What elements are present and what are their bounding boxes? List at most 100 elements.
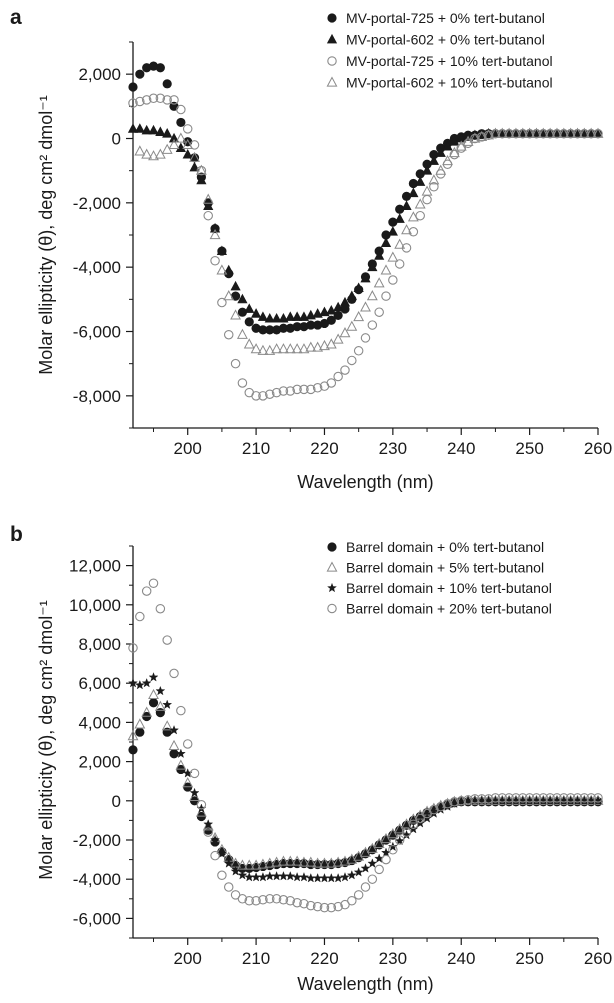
data-point [141, 678, 152, 688]
data-point [517, 127, 529, 138]
data-point [155, 63, 165, 73]
data-point [401, 200, 412, 210]
data-point [244, 317, 254, 327]
data-point [182, 124, 193, 134]
data-point [148, 698, 159, 708]
data-point [189, 161, 200, 172]
x-tick-label: 260 [584, 439, 612, 458]
data-point [148, 124, 159, 135]
data-point [325, 338, 337, 349]
data-point [202, 193, 214, 204]
data-point [148, 93, 159, 104]
data-point [161, 720, 173, 731]
data-point [182, 148, 193, 159]
data-point [340, 365, 350, 375]
data-point [223, 858, 234, 868]
data-point [292, 897, 302, 908]
data-point [128, 98, 138, 108]
x-tick-label: 220 [310, 949, 338, 968]
data-point [168, 132, 180, 143]
data-point [374, 250, 385, 260]
data-point [537, 127, 549, 138]
data-point [312, 873, 323, 883]
data-point [161, 143, 173, 154]
data-point [401, 827, 412, 837]
data-point [366, 290, 378, 301]
x-tick-label: 260 [584, 949, 612, 968]
data-point [483, 129, 495, 140]
data-point [299, 898, 309, 909]
data-point [285, 386, 296, 396]
data-point [216, 264, 228, 275]
data-point [291, 855, 303, 866]
data-point [264, 312, 275, 323]
legend-label: MV-portal-725 + 0% tert-butanol [346, 10, 545, 26]
data-point [442, 798, 453, 809]
data-point [367, 858, 378, 868]
data-point [373, 277, 385, 288]
data-point [407, 211, 419, 222]
data-point [251, 896, 261, 906]
data-point [572, 127, 583, 138]
data-point [366, 842, 378, 853]
data-point [162, 635, 172, 645]
data-point [251, 391, 261, 401]
data-point [572, 793, 583, 803]
data-point [449, 136, 460, 146]
data-point [346, 290, 357, 301]
data-point [264, 344, 276, 355]
data-point [169, 749, 179, 759]
data-point [387, 841, 398, 852]
data-point [504, 793, 514, 803]
data-point [346, 853, 358, 864]
data-point [257, 858, 269, 869]
panel-label: a [10, 6, 22, 29]
data-point [243, 859, 255, 870]
data-point [394, 823, 406, 834]
data-point [168, 739, 180, 751]
series-2 [127, 123, 604, 323]
data-point [449, 797, 460, 807]
data-point [312, 341, 324, 352]
y-tick-label: 0 [112, 792, 121, 811]
data-point [469, 132, 481, 143]
data-point [250, 308, 262, 318]
data-point [209, 228, 221, 240]
data-point [415, 176, 426, 186]
data-point [394, 238, 406, 249]
data-point [141, 95, 152, 105]
data-point [278, 343, 289, 354]
data-point [230, 309, 242, 320]
data-point [162, 79, 172, 89]
data-point [325, 857, 337, 868]
data-point [258, 895, 268, 905]
data-point [326, 378, 337, 388]
data-point [217, 870, 227, 881]
chart-panel-a: a 2,000 0 -2,000 -4,000 -6,000 -8,000 200 210 220… [10, 6, 612, 492]
legend-label: MV-portal-725 + 10% tert-butanol [346, 53, 553, 69]
data-point [586, 793, 596, 803]
legend-marker [327, 582, 337, 593]
data-point [319, 339, 330, 351]
data-point [128, 745, 138, 755]
x-tick-label: 240 [447, 439, 475, 458]
data-point [148, 578, 159, 588]
x-tick-label: 250 [515, 949, 543, 968]
data-point [306, 900, 316, 911]
legend-label: MV-portal-602 + 0% tert-butanol [346, 32, 545, 48]
data-point [531, 127, 542, 138]
data-point [312, 308, 323, 318]
y-tick-label: -4,000 [73, 870, 121, 889]
data-point [408, 819, 419, 830]
x-tick-label: 200 [174, 439, 202, 458]
x-tick-label: 220 [310, 439, 338, 458]
data-point [387, 828, 399, 839]
data-point [271, 343, 283, 354]
data-point [394, 835, 405, 846]
data-point [175, 748, 186, 758]
data-point [278, 386, 289, 396]
x-tick-label: 240 [447, 949, 475, 968]
data-point [470, 794, 480, 804]
data-point [217, 297, 227, 308]
data-point [271, 387, 282, 398]
